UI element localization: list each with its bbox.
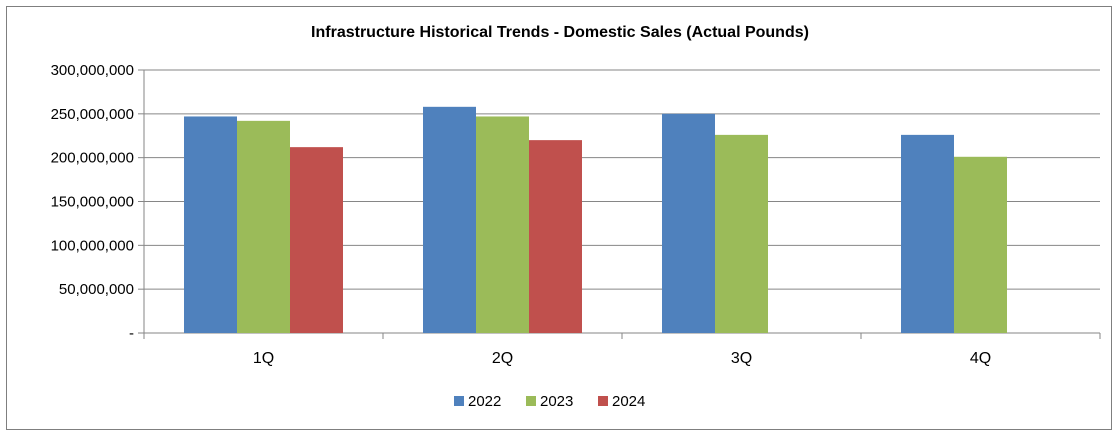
x-tick-label: 2Q — [492, 350, 513, 367]
bar-2024-1Q — [290, 147, 343, 333]
x-tick-label: 4Q — [970, 350, 991, 367]
bar-2023-4Q — [954, 156, 1007, 333]
y-tick-label: 50,000,000 — [59, 281, 134, 298]
x-tick-label: 1Q — [253, 350, 274, 367]
legend-label-2024: 2024 — [612, 393, 645, 410]
legend-label-2022: 2022 — [468, 393, 501, 410]
bar-2022-4Q — [901, 134, 954, 333]
chart-title: Infrastructure Historical Trends - Domes… — [311, 24, 809, 41]
legend-swatch-2022 — [454, 396, 464, 406]
y-tick-label: 300,000,000 — [51, 62, 134, 79]
y-tick-label: 250,000,000 — [51, 106, 134, 123]
bar-2023-3Q — [715, 134, 768, 333]
y-tick-label: 150,000,000 — [51, 194, 134, 211]
x-tick-label: 3Q — [731, 350, 752, 367]
legend-label-2023: 2023 — [540, 393, 573, 410]
bar-2023-2Q — [476, 116, 529, 333]
bar-2022-3Q — [662, 113, 715, 333]
legend-swatch-2023 — [526, 396, 536, 406]
bar-2024-2Q — [529, 140, 582, 333]
legend-swatch-2024 — [598, 396, 608, 406]
y-tick-label: 200,000,000 — [51, 150, 134, 167]
y-tick-label: - — [129, 325, 134, 342]
bar-2022-1Q — [184, 116, 237, 333]
y-tick-label: 100,000,000 — [51, 237, 134, 254]
bar-2022-2Q — [423, 106, 476, 333]
bar-2023-1Q — [237, 120, 290, 333]
